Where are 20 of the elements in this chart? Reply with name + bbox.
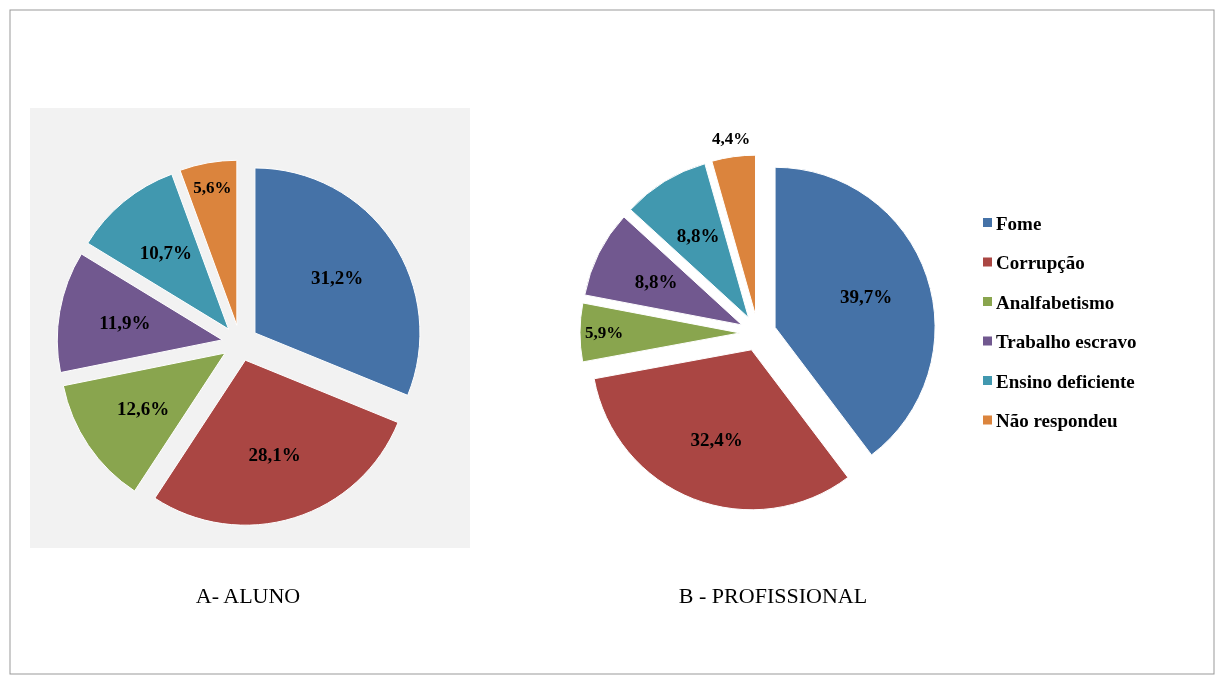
data-label: 8,8% [676, 225, 720, 247]
data-label: 31,2% [310, 267, 364, 289]
data-label: 39,7% [839, 286, 893, 308]
data-label: 5,9% [584, 323, 624, 343]
legend-label: Não respondeu [996, 410, 1119, 431]
data-label: 5,6% [193, 177, 232, 197]
legend-label: Ensino deficiente [996, 370, 1135, 392]
data-label: 8,8% [634, 271, 678, 293]
legend-label: Corrupção [996, 252, 1085, 273]
data-label: 32,4% [690, 428, 743, 450]
data-label: 10,7% [139, 242, 192, 264]
text: A- ALUNO [195, 583, 301, 608]
data-label: 11,9% [99, 312, 151, 334]
data-label: 12,6% [116, 398, 170, 420]
data-label: 4,4% [711, 129, 751, 149]
legend-label: Fome [996, 212, 1042, 234]
legend-label: Trabalho escravo [996, 331, 1137, 352]
data-label: 28,1% [248, 444, 301, 466]
legend-label: Analfabetismo [996, 291, 1115, 313]
text: B - PROFISSIONAL [678, 583, 868, 608]
